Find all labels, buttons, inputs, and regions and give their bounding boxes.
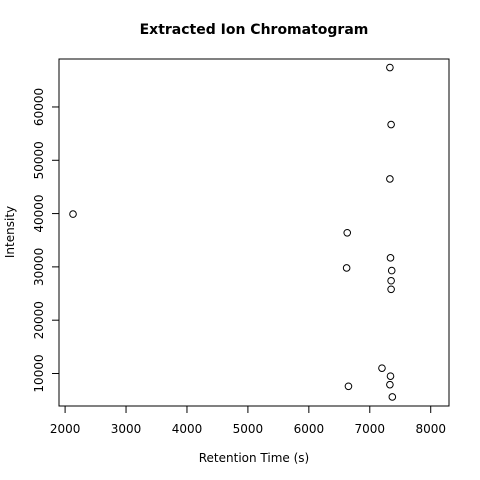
y-tick-label: 30000 [32, 248, 46, 286]
chart-title: Extracted Ion Chromatogram [140, 22, 369, 38]
x-axis: 2000 3000 4000 5000 6000 7000 8000 [50, 405, 446, 436]
data-point [387, 285, 395, 294]
y-tick-label: 60000 [32, 88, 46, 126]
data-point [386, 63, 394, 72]
y-axis: 10000 20000 30000 40000 50000 60000 [32, 88, 60, 393]
x-tick-label: 3000 [111, 422, 142, 436]
x-tick-label: 5000 [233, 422, 264, 436]
data-point [69, 210, 77, 218]
y-tick-label: 10000 [32, 354, 46, 392]
data-point [344, 382, 353, 391]
data-point [342, 264, 351, 272]
x-tick-label: 2000 [50, 422, 81, 436]
data-point [386, 380, 394, 389]
data-point [388, 393, 397, 401]
y-axis-label: Intensity [3, 206, 17, 258]
x-tick-label: 6000 [294, 422, 325, 436]
x-tick-label: 4000 [172, 422, 203, 436]
data-point [386, 254, 395, 262]
data-point [378, 364, 386, 372]
x-tick-label: 8000 [415, 422, 446, 436]
y-tick-label: 40000 [32, 194, 46, 232]
data-point [343, 228, 352, 237]
data-point [387, 266, 396, 275]
y-tick-label: 20000 [32, 301, 46, 339]
data-points [69, 63, 397, 401]
x-axis-label: Retention Time (s) [199, 451, 309, 465]
data-point [387, 276, 395, 285]
x-tick-label: 7000 [355, 422, 386, 436]
data-point [386, 175, 394, 183]
y-tick-label: 50000 [32, 141, 46, 179]
data-point [386, 372, 395, 380]
data-point [387, 120, 395, 129]
